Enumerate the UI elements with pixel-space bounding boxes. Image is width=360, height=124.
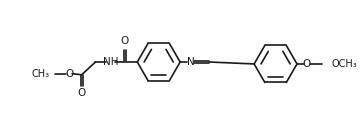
Text: OCH₃: OCH₃: [331, 59, 357, 69]
Text: O: O: [65, 69, 73, 79]
Text: NH: NH: [103, 57, 119, 67]
Text: O: O: [78, 88, 86, 98]
Text: O: O: [121, 36, 129, 46]
Text: N: N: [187, 57, 195, 67]
Text: O: O: [303, 59, 311, 69]
Text: CH₃: CH₃: [32, 69, 50, 79]
